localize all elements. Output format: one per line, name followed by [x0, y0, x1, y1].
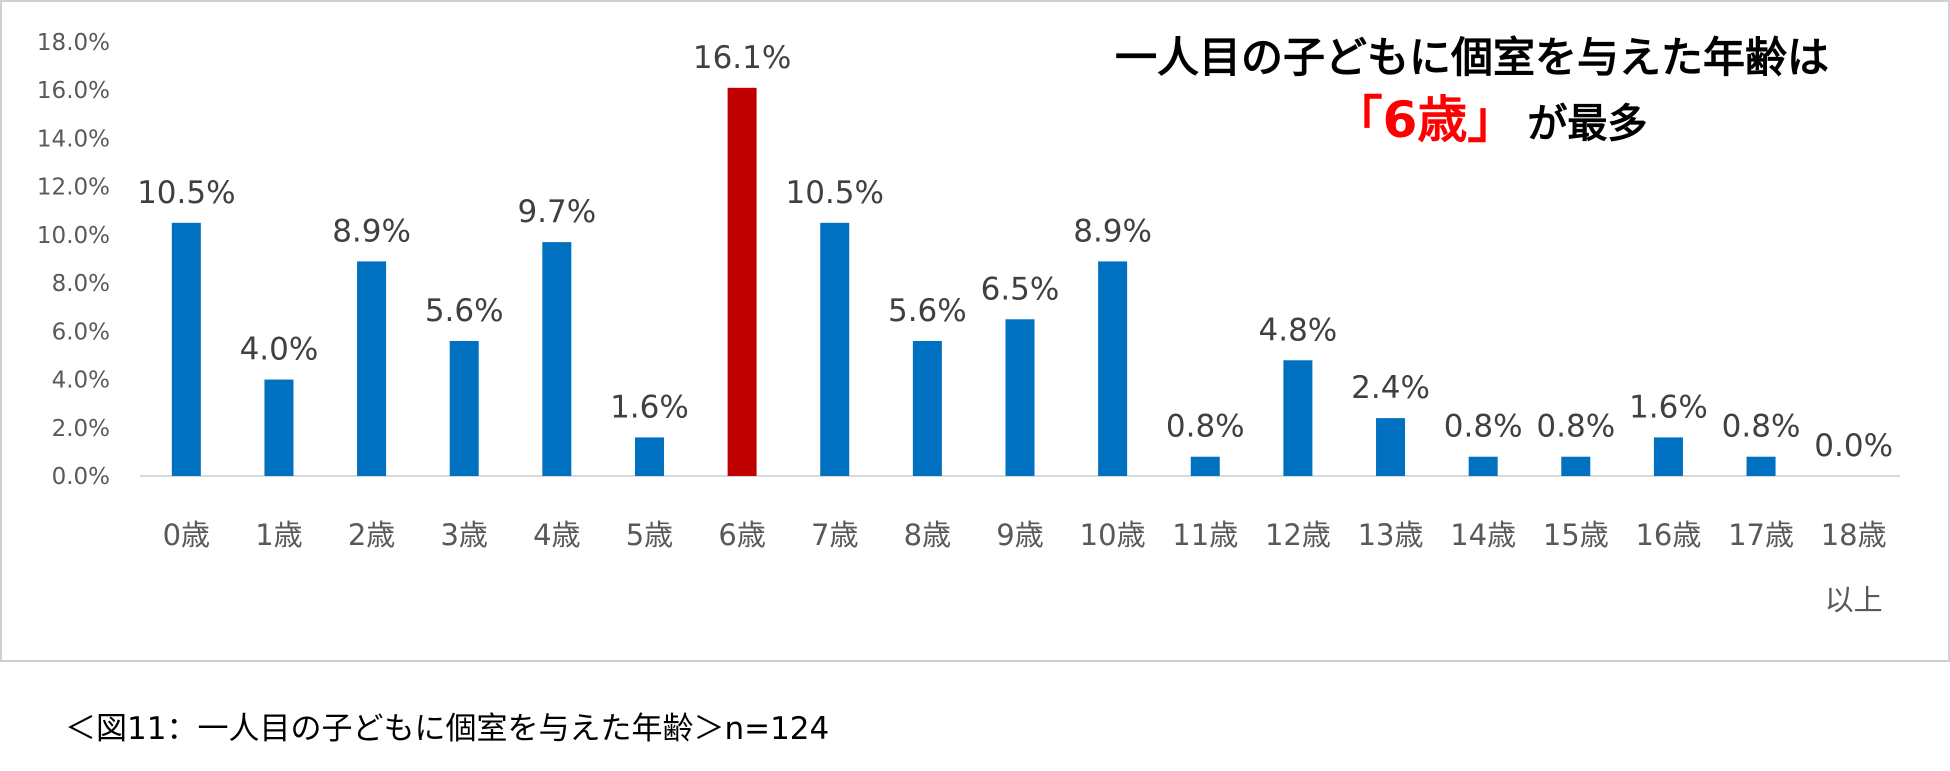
x-tick-label: 18歳 — [1821, 518, 1887, 552]
bar — [542, 242, 572, 476]
bar — [1561, 456, 1591, 476]
y-tick-label: 6.0% — [52, 319, 110, 345]
x-tick-label: 5歳 — [626, 518, 673, 552]
headline-line1: 一人目の子どもに個室を与えた年齢は — [1115, 33, 1829, 82]
x-tick-label: 17歳 — [1728, 518, 1794, 552]
bar — [171, 222, 201, 476]
data-label: 5.6% — [425, 293, 504, 329]
x-tick-label: 8歳 — [904, 518, 951, 552]
x-tick-label: 16歳 — [1635, 518, 1701, 552]
x-tick-label: 12歳 — [1265, 518, 1331, 552]
bar — [264, 379, 294, 476]
y-tick-label: 14.0% — [37, 126, 110, 152]
figure-caption: ＜図11：一人目の子どもに個室を与えた年齢＞n=124 — [65, 711, 830, 747]
data-label: 0.8% — [1722, 409, 1801, 445]
bar — [912, 340, 942, 476]
data-label: 0.0% — [1814, 428, 1893, 464]
headline-tail: が最多 — [1527, 101, 1647, 147]
y-tick-label: 2.0% — [52, 416, 110, 442]
x-tick-label: 6歳 — [718, 518, 765, 552]
bar — [1005, 319, 1035, 476]
headline-highlight: 「6歳」 — [1333, 91, 1518, 149]
data-label: 0.8% — [1166, 409, 1245, 445]
y-tick-label: 10.0% — [37, 223, 110, 249]
data-label: 4.0% — [240, 332, 319, 368]
data-label: 10.5% — [137, 175, 235, 211]
data-label: 6.5% — [981, 271, 1060, 307]
data-label: 4.8% — [1259, 312, 1338, 348]
x-tick-label: 11歳 — [1172, 518, 1238, 552]
bar-highlight — [727, 87, 757, 477]
data-label: 8.9% — [1073, 213, 1152, 249]
data-label: 10.5% — [785, 175, 883, 211]
y-tick-label: 4.0% — [52, 368, 110, 394]
data-label: 0.8% — [1444, 409, 1523, 445]
x-tick-label-suffix: 以上 — [1825, 583, 1883, 617]
data-label: 9.7% — [517, 194, 596, 230]
bar — [634, 437, 664, 476]
data-label: 1.6% — [1629, 389, 1708, 425]
headline-line2: 「6歳」 が最多 — [1333, 91, 1648, 149]
bar — [449, 340, 479, 476]
y-tick-label: 16.0% — [37, 78, 110, 104]
data-label: 16.1% — [693, 40, 791, 76]
x-tick-label: 9歳 — [996, 518, 1043, 552]
x-tick-label: 10歳 — [1080, 518, 1146, 552]
x-tick-label: 2歳 — [348, 518, 395, 552]
y-tick-label: 12.0% — [37, 175, 110, 201]
data-label: 8.9% — [332, 213, 411, 249]
bar — [1653, 437, 1683, 476]
x-tick-label: 7歳 — [811, 518, 858, 552]
y-tick-label: 18.0% — [37, 30, 110, 56]
bar — [820, 222, 850, 476]
x-tick-label: 1歳 — [255, 518, 302, 552]
x-tick-label: 3歳 — [440, 518, 487, 552]
bar — [1098, 261, 1128, 476]
x-tick-label: 15歳 — [1543, 518, 1609, 552]
chart-border — [0, 0, 1950, 662]
y-tick-label: 0.0% — [52, 464, 110, 490]
data-label: 0.8% — [1536, 409, 1615, 445]
bar — [1283, 360, 1313, 476]
bar — [357, 261, 387, 476]
x-tick-label: 14歳 — [1450, 518, 1516, 552]
bar — [1468, 456, 1498, 476]
x-tick-label: 4歳 — [533, 518, 580, 552]
x-tick-label: 0歳 — [163, 518, 210, 552]
bar — [1190, 456, 1220, 476]
data-label: 5.6% — [888, 293, 967, 329]
data-label: 1.6% — [610, 389, 689, 425]
data-label: 2.4% — [1351, 370, 1430, 406]
bar — [1376, 418, 1406, 476]
x-tick-label: 13歳 — [1358, 518, 1424, 552]
y-tick-label: 8.0% — [52, 271, 110, 297]
bar — [1746, 456, 1776, 476]
